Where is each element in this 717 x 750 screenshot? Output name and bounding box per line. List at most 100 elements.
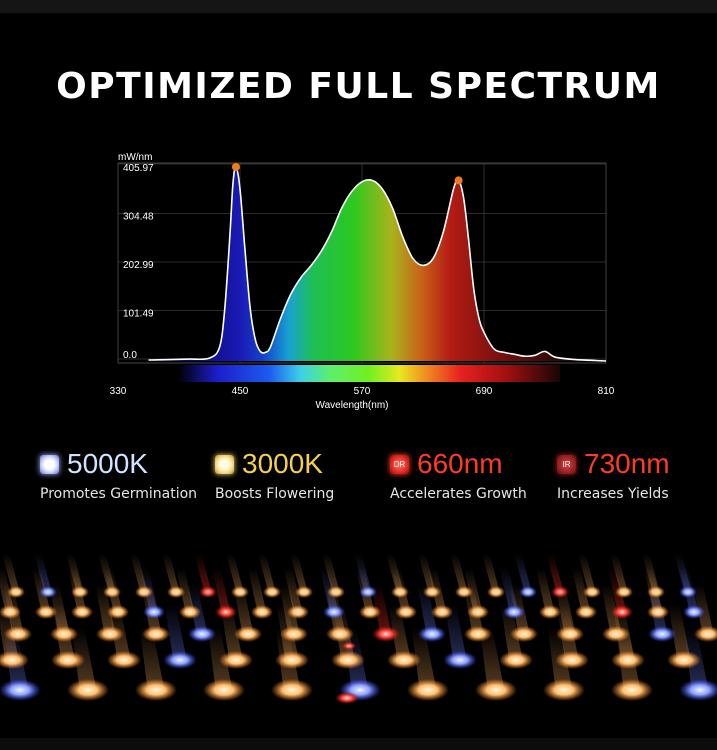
light-beam — [610, 554, 628, 592]
y-tick-label: 405.97 — [123, 163, 154, 174]
led-light — [287, 605, 309, 619]
led-light — [188, 626, 216, 642]
led-light — [431, 605, 453, 619]
led-light — [219, 651, 253, 669]
led-light — [543, 679, 585, 701]
light-beam — [95, 584, 116, 634]
led-light — [7, 586, 25, 598]
led-light — [71, 605, 93, 619]
y-axis-label: mW/nm — [118, 152, 152, 163]
deep-red-led-icon: DR — [390, 454, 409, 474]
light-beam — [162, 554, 180, 592]
led-features: 5000K Promotes Germination 3000K Boosts … — [0, 446, 717, 516]
led-light — [215, 605, 237, 619]
led-light — [679, 586, 697, 598]
led-light — [556, 626, 584, 642]
led-light — [0, 651, 29, 669]
bottom-frame-bar — [0, 738, 717, 750]
light-beam — [450, 554, 468, 592]
led-light — [103, 586, 121, 598]
y-tick-label: 101.49 — [123, 309, 154, 320]
light-beam — [226, 554, 244, 592]
led-light — [295, 586, 313, 598]
led-light — [667, 651, 701, 669]
led-light — [602, 626, 630, 642]
light-beam — [546, 554, 564, 592]
led-light — [455, 586, 473, 598]
led-light — [391, 586, 409, 598]
light-beam — [258, 554, 276, 592]
x-tick-label: 690 — [476, 386, 493, 397]
light-beam — [514, 554, 532, 592]
feature-value: 5000K — [67, 448, 148, 479]
light-beam — [194, 554, 212, 592]
page-title: OPTIMIZED FULL SPECTRUM — [56, 66, 661, 107]
spectrum-color-bar — [178, 365, 560, 382]
led-light — [423, 586, 441, 598]
led-light — [679, 679, 717, 701]
led-light — [71, 586, 89, 598]
led-light — [35, 605, 57, 619]
led-light — [163, 651, 197, 669]
led-light — [418, 626, 446, 642]
y-tick-label: 0.0 — [123, 350, 137, 361]
light-beam — [139, 628, 165, 690]
spectrum-area — [148, 166, 606, 361]
led-light — [499, 651, 533, 669]
top-frame-bar — [0, 0, 717, 13]
led-light — [387, 651, 421, 669]
feature-description: Boosts Flowering — [215, 486, 335, 502]
y-tick-label: 202.99 — [123, 260, 154, 271]
light-beam — [247, 568, 267, 612]
x-axis-label: Wavelength(nm) — [316, 400, 389, 411]
feature-description: Increases Yields — [557, 486, 669, 502]
light-beam — [290, 554, 308, 592]
feature-value: 730nm — [584, 448, 670, 479]
light-beam — [371, 584, 392, 634]
feature-description: Accelerates Growth — [390, 486, 527, 502]
light-beam — [283, 568, 303, 612]
led-array-photo — [0, 554, 717, 704]
light-beam — [444, 604, 467, 660]
led-light — [179, 605, 201, 619]
light-beam — [211, 568, 231, 612]
led-light — [611, 651, 645, 669]
led-light — [342, 642, 356, 650]
led-light — [0, 605, 21, 619]
light-beam — [482, 554, 500, 592]
led-light — [199, 586, 217, 598]
led-light — [326, 626, 354, 642]
led-light — [280, 626, 308, 642]
led-light — [443, 651, 477, 669]
led-light — [327, 586, 345, 598]
feature-description: Promotes Germination — [40, 486, 198, 502]
led-light — [331, 651, 365, 669]
led-light — [143, 605, 165, 619]
led-light — [335, 692, 359, 704]
led-light — [107, 605, 129, 619]
feature-value: 3000K — [242, 448, 323, 479]
led-light — [575, 605, 597, 619]
led-light — [510, 626, 538, 642]
led-light — [694, 626, 717, 642]
feature-5000k: 5000K Promotes Germination — [40, 446, 197, 502]
light-beam — [175, 568, 195, 612]
white-led-icon — [40, 454, 59, 474]
led-light — [67, 679, 109, 701]
led-light — [648, 626, 676, 642]
led-light — [323, 605, 345, 619]
led-light — [135, 679, 177, 701]
light-beam — [417, 584, 438, 634]
led-light — [50, 626, 78, 642]
led-light — [615, 586, 633, 598]
light-beam — [479, 628, 505, 690]
led-light — [611, 605, 633, 619]
led-light — [683, 605, 705, 619]
peak-markers — [231, 163, 463, 185]
led-light — [503, 605, 525, 619]
peak-marker — [231, 163, 240, 171]
led-light — [359, 605, 381, 619]
x-tick-label: 450 — [232, 386, 249, 397]
x-tick-label: 810 — [598, 386, 615, 397]
led-light — [231, 586, 249, 598]
